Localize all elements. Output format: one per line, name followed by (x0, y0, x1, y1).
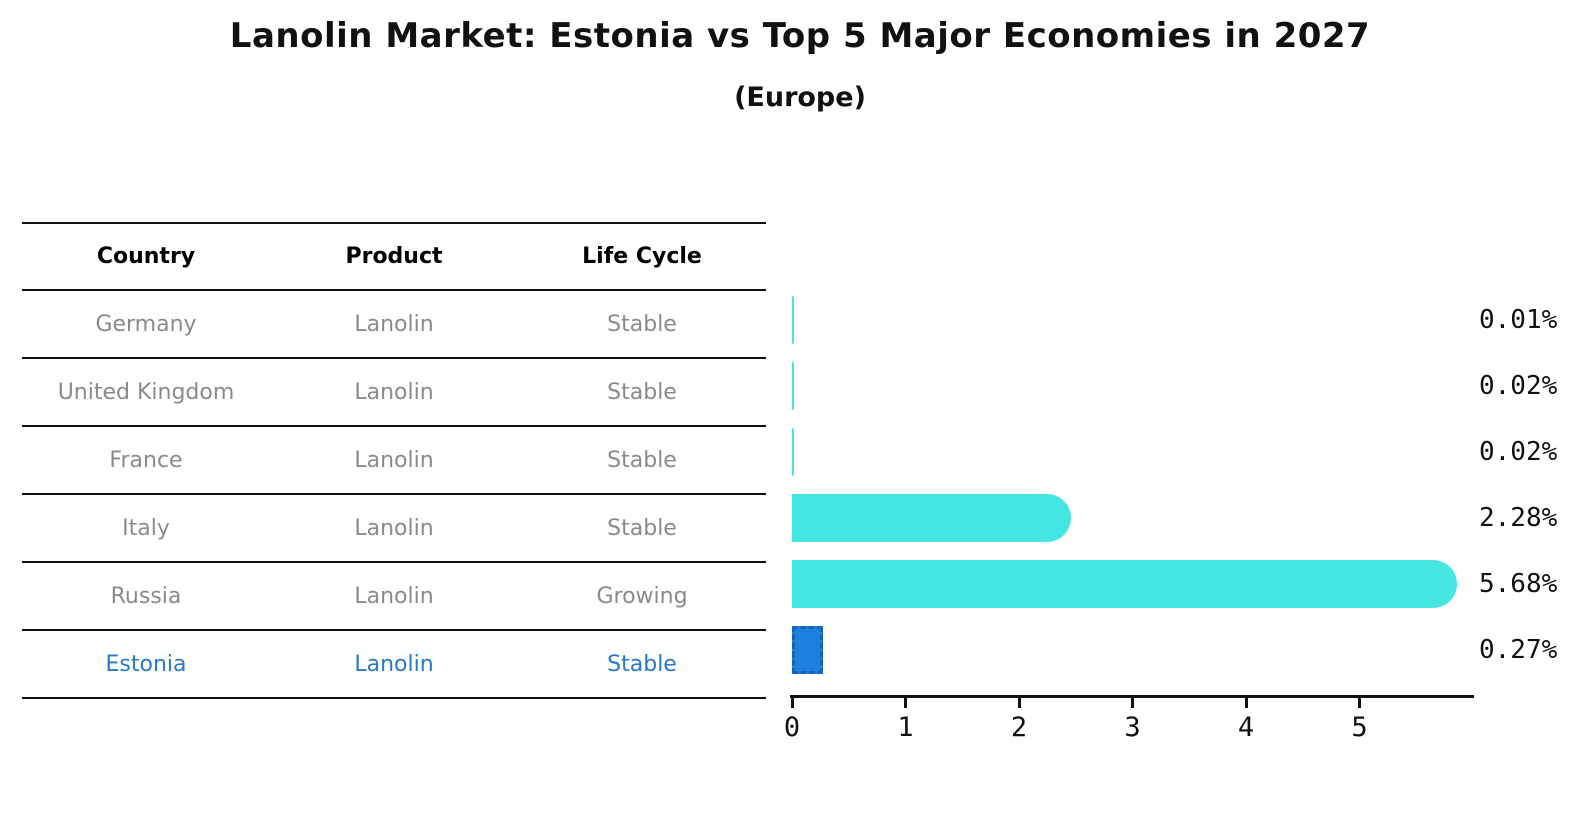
x-axis-tick-label: 4 (1237, 712, 1255, 743)
table-cell-country: Russia (110, 583, 182, 609)
table-cell-life-cycle: Stable (607, 311, 677, 337)
table-cell-product: Lanolin (354, 379, 434, 405)
table-row: Germany Lanolin Stable (22, 291, 766, 359)
bar-united-kingdom (792, 362, 795, 410)
table-cell-product: Lanolin (354, 651, 434, 677)
table-row: Estonia Lanolin Stable (22, 631, 766, 699)
bar-value-label: 0.01% (1479, 305, 1558, 335)
chart-subtitle: (Europe) (734, 82, 866, 113)
table-cell-life-cycle: Stable (607, 651, 677, 677)
bar-russia (792, 560, 1457, 608)
bar-value-label: 0.27% (1479, 635, 1558, 665)
table-cell-country: Estonia (105, 651, 187, 677)
table-header-product: Product (345, 244, 443, 269)
bar-germany (792, 296, 794, 344)
table-cell-product: Lanolin (354, 515, 434, 541)
x-axis-tick-label: 5 (1351, 712, 1368, 743)
table-cell-country: Italy (122, 515, 170, 541)
chart-title: Lanolin Market: Estonia vs Top 5 Major E… (229, 16, 1371, 56)
bar-value-label: 0.02% (1479, 437, 1558, 467)
x-axis-tick-label: 1 (897, 712, 914, 743)
table-cell-country: United Kingdom (57, 379, 235, 405)
table-row: Italy Lanolin Stable (22, 495, 766, 563)
x-axis-tick-label: 3 (1124, 712, 1141, 743)
table-row: Russia Lanolin Growing (22, 563, 766, 631)
table-header-country: Country (96, 244, 196, 269)
x-axis-tick (1244, 698, 1248, 708)
table-cell-life-cycle: Stable (607, 447, 677, 473)
x-axis-tick-label: 0 (783, 712, 801, 743)
country-table: Country Product Life Cycle Germany Lanoli… (22, 222, 766, 699)
table-cell-country: Germany (95, 311, 197, 337)
bar-estonia (792, 626, 823, 674)
table-row: United Kingdom Lanolin Stable (22, 359, 766, 427)
bar-france (792, 428, 795, 476)
table-cell-life-cycle: Growing (596, 583, 688, 609)
table-header-life-cycle: Life Cycle (582, 244, 702, 269)
table-cell-country: France (109, 447, 183, 473)
table-body: Germany Lanolin Stable United Kingdom Lanoli… (22, 291, 766, 699)
bar-value-label: 5.68% (1479, 569, 1558, 599)
x-axis-tick (1131, 698, 1134, 708)
table-cell-product: Lanolin (354, 583, 434, 609)
table-cell-life-cycle: Stable (607, 515, 677, 541)
x-axis-tick (1017, 698, 1021, 708)
table-cell-product: Lanolin (354, 311, 434, 337)
table-header-row: Country Product Life Cycle (22, 224, 766, 291)
bar-value-label: 0.02% (1479, 371, 1558, 401)
x-axis-tick (790, 698, 794, 708)
bar-italy (792, 494, 1071, 542)
x-axis-line (790, 695, 1474, 698)
x-axis-tick-label: 2 (1010, 712, 1028, 743)
table-cell-product: Lanolin (354, 447, 434, 473)
x-axis-tick (1358, 698, 1361, 708)
x-axis-tick (904, 698, 907, 708)
table-row: France Lanolin Stable (22, 427, 766, 495)
table-cell-life-cycle: Stable (607, 379, 677, 405)
bar-value-label: 2.28% (1479, 503, 1558, 533)
